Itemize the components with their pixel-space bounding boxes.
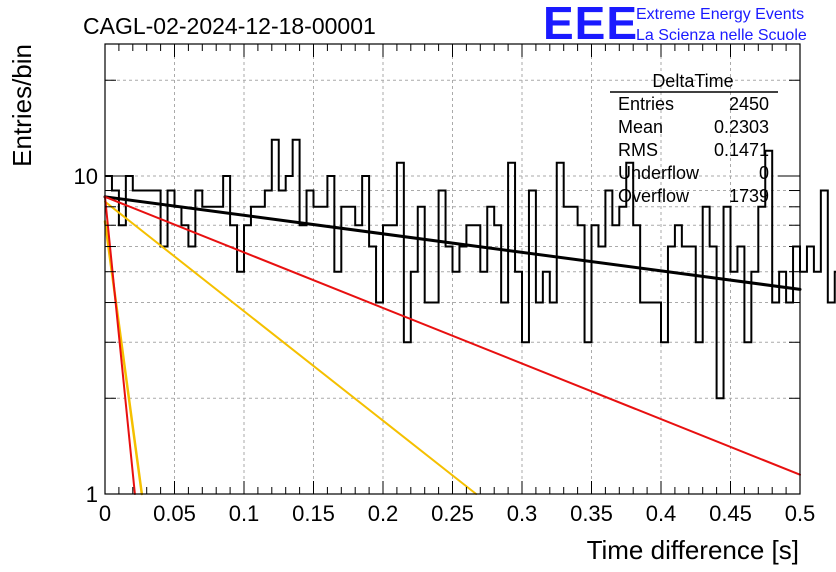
- stats-rows: Entries 2450 Mean 0.2303 RMS 0.1471 Underflow 0…: [618, 94, 769, 206]
- axis-ticks: [104, 44, 801, 495]
- x-axis-title: Time difference [s]: [587, 535, 799, 565]
- x-tick-label: 0.1: [229, 501, 260, 526]
- stats-value-mean: 0.2303: [714, 117, 769, 137]
- stats-label-underflow: Underflow: [618, 163, 700, 183]
- x-tick-label: 0: [99, 501, 111, 526]
- y-axis-title: Entries/bin: [7, 44, 37, 167]
- fit-line: [104, 195, 801, 476]
- stats-box: DeltaTime Entries 2450 Mean 0.2303 RMS 0.1471…: [610, 71, 778, 206]
- stats-value-entries: 2450: [729, 94, 769, 114]
- stats-label-mean: Mean: [618, 117, 663, 137]
- x-tick-label: 0.3: [507, 501, 538, 526]
- stats-label-rms: RMS: [618, 140, 658, 160]
- x-tick-label: 0.35: [570, 501, 613, 526]
- y-tick-label: 1: [86, 482, 98, 507]
- histogram-outline: [105, 138, 836, 400]
- run-title: CAGL-02-2024-12-18-00001: [83, 13, 376, 39]
- stats-value-overflow: 1739: [729, 186, 769, 206]
- fit-line: [103, 195, 802, 291]
- fit-line: [104, 200, 478, 495]
- x-tick-label: 0.15: [292, 501, 335, 526]
- stats-label-overflow: Overflow: [618, 186, 690, 206]
- stats-value-underflow: 0: [759, 163, 769, 183]
- y-tick-label: 10: [74, 164, 98, 189]
- stats-box-title: DeltaTime: [652, 71, 733, 91]
- x-tick-labels: 0 0.05 0.1 0.15 0.2 0.25 0.3 0.35 0.4 0.45 0.5: [99, 501, 815, 526]
- eee-logo: EEE: [543, 0, 638, 49]
- grid-lines: [105, 44, 800, 494]
- x-tick-label: 0.45: [709, 501, 752, 526]
- stats-label-entries: Entries: [618, 94, 674, 114]
- x-tick-label: 0.05: [153, 501, 196, 526]
- stats-value-rms: 0.1471: [714, 140, 769, 160]
- logo-line-2: La Scienza nelle Scuole: [636, 27, 807, 44]
- y-tick-labels: 1 10: [74, 164, 98, 507]
- histogram-layer: [105, 138, 836, 400]
- x-tick-label: 0.25: [431, 501, 474, 526]
- x-tick-label: 0.2: [368, 501, 399, 526]
- logo-line-1: Extreme Energy Events: [636, 6, 804, 23]
- x-tick-label: 0.5: [785, 501, 816, 526]
- x-tick-label: 0.4: [646, 501, 677, 526]
